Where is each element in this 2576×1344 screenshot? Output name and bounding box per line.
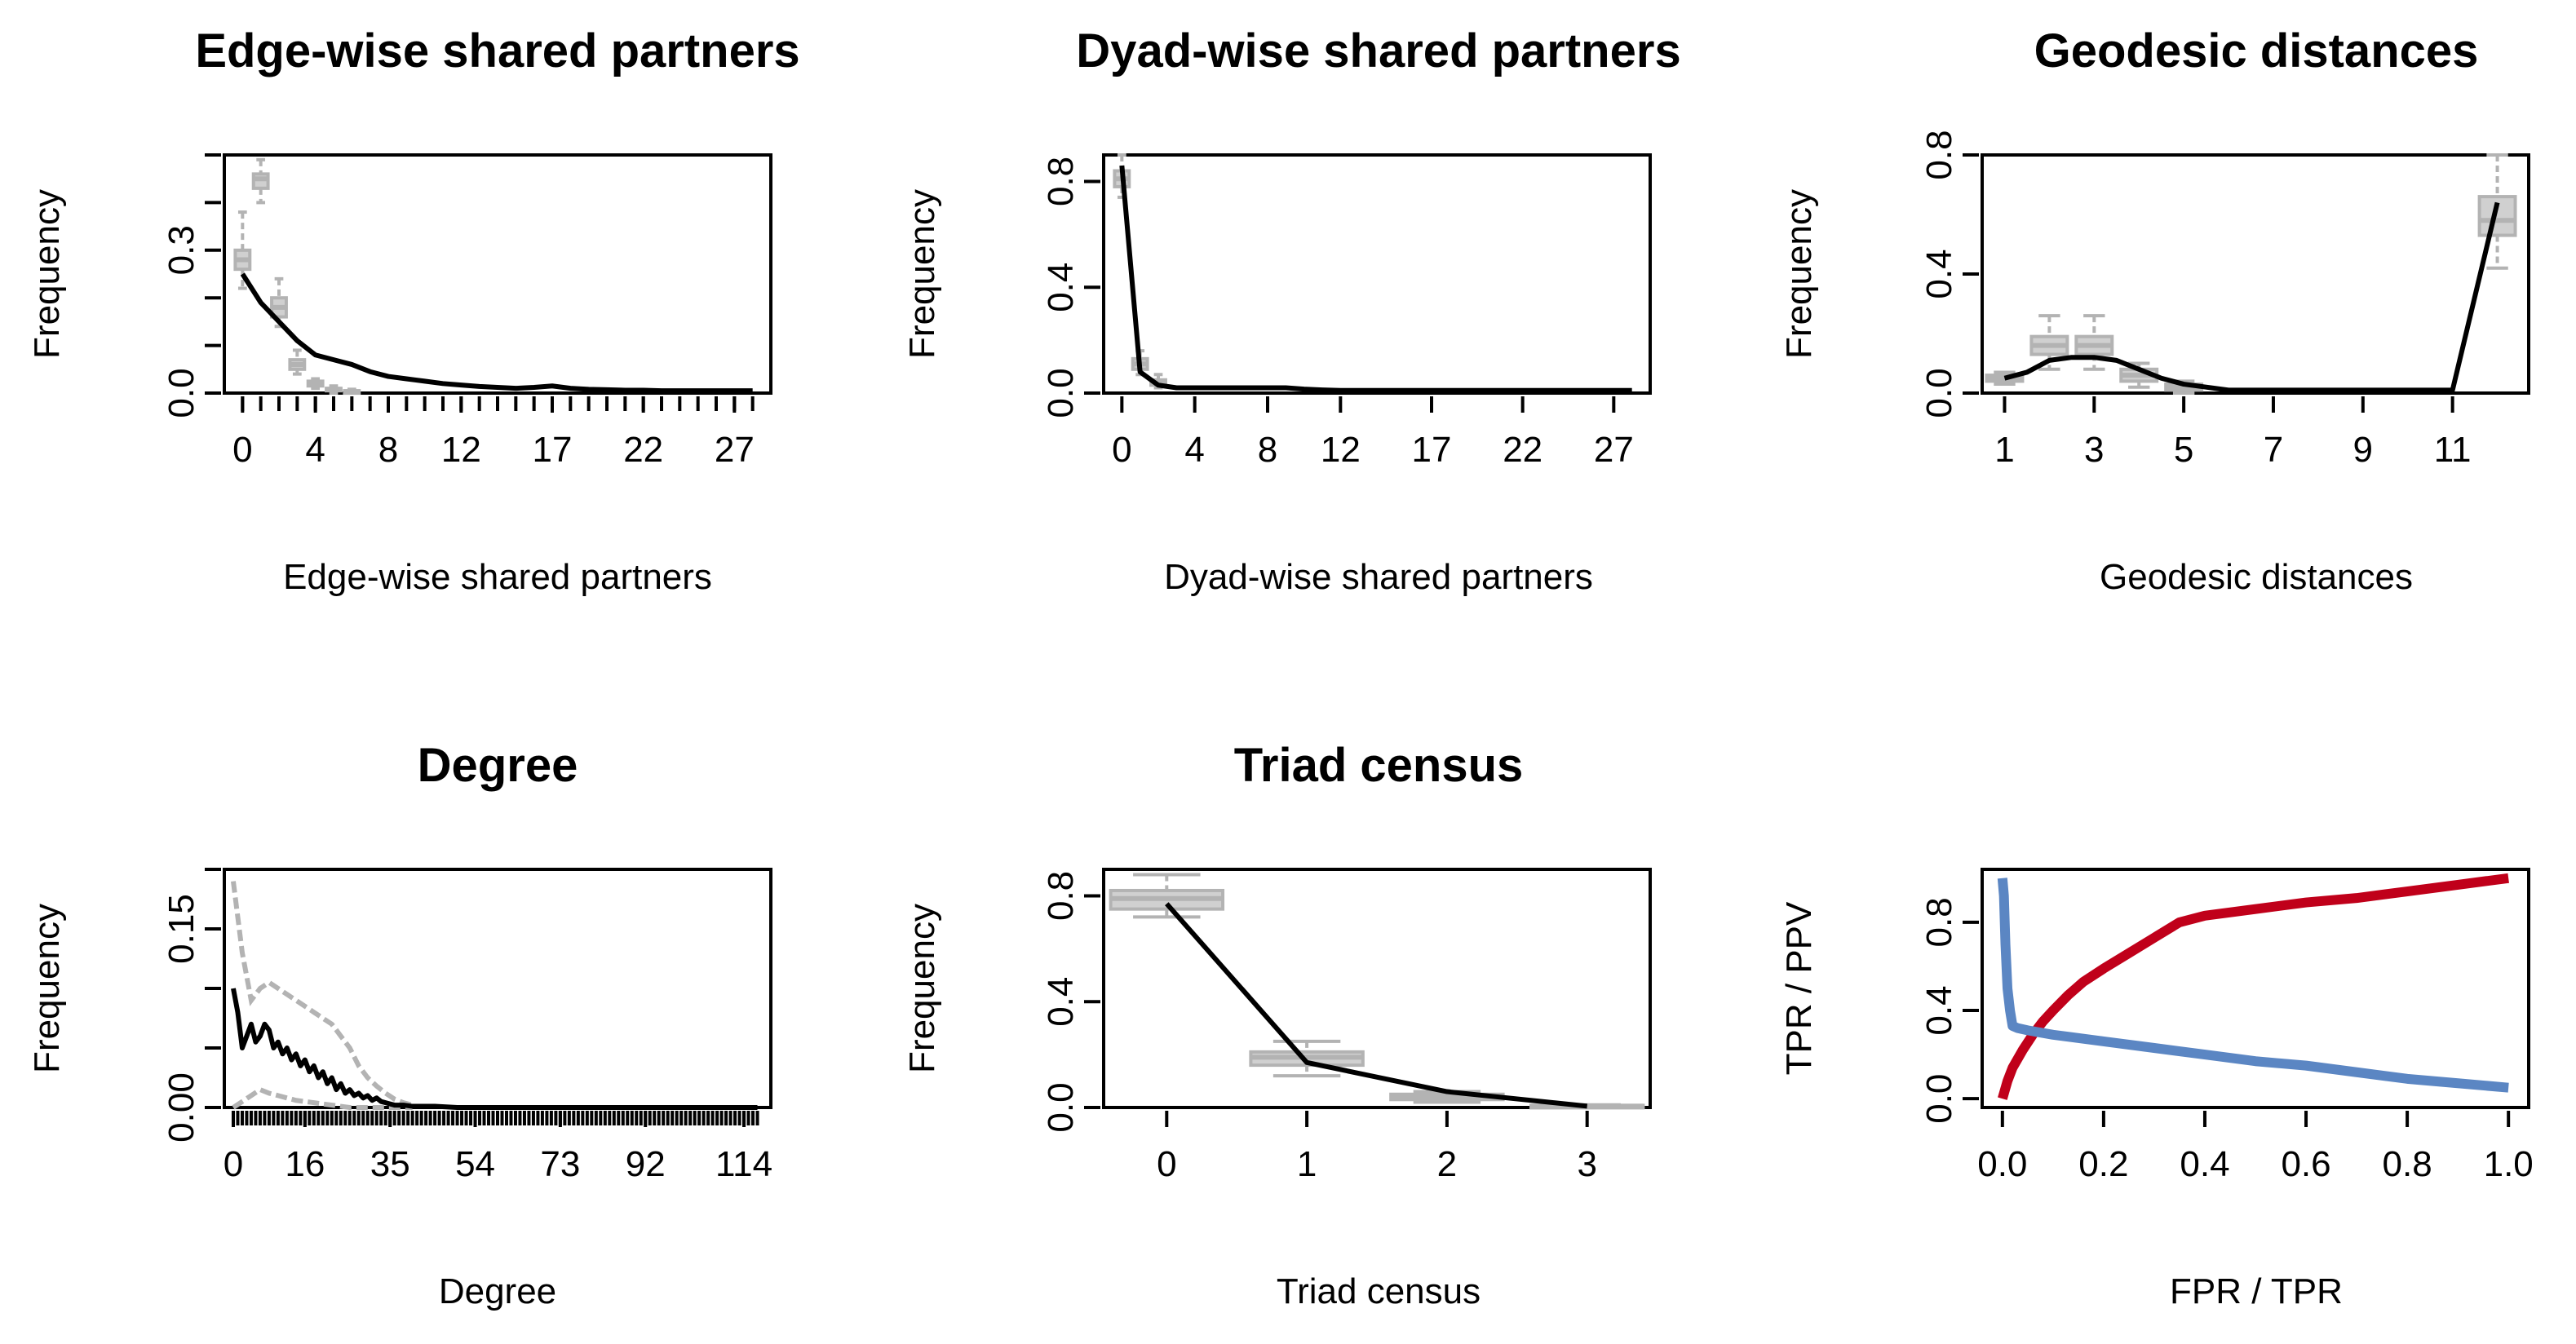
- plot-frame: [1981, 153, 2530, 395]
- panel-edge-wise-shared-partners: Edge-wise shared partners Edge-wise shar…: [27, 24, 800, 597]
- plot-frame: [1981, 868, 2530, 1109]
- x-tick-label: 1: [1297, 1144, 1317, 1184]
- y-tick-label: 0.00: [162, 1072, 201, 1143]
- plot-marks: 1 3 5 7 9 11 0.0 0.4 0.8: [1919, 130, 2517, 470]
- plot-marks: 0 1 2 3 0.0 0.4 0.8: [1041, 871, 1645, 1184]
- x-tick-label: 9: [2353, 430, 2373, 470]
- x-tick-label: 12: [441, 430, 481, 470]
- x-tick-label: 12: [1321, 430, 1361, 470]
- plot-frame: [1102, 868, 1652, 1109]
- x-tick-label: 7: [2264, 430, 2283, 470]
- y-tick-label: 0.0: [1919, 368, 1959, 418]
- x-tick-label: 4: [1184, 430, 1204, 470]
- observed-line: [1165, 902, 1588, 1109]
- x-tick-label: 92: [626, 1144, 666, 1184]
- panel-degree: Degree Degree Frequency 0 16 35 54 73 92 114 0.…: [27, 739, 772, 1311]
- y-tick-label: 0.8: [1919, 130, 1959, 179]
- x-tick-label: 3: [1577, 1144, 1596, 1184]
- panel-title: Geodesic distances: [2034, 24, 2479, 77]
- y-axis-title: Frequency: [27, 904, 67, 1073]
- y-tick-label: 0.4: [1041, 977, 1081, 1027]
- x-tick-label: 0: [1112, 430, 1131, 470]
- x-tick-label: 22: [1503, 430, 1543, 470]
- panel-geodesic-distances: Geodesic distances Geodesic distances Fr…: [1779, 24, 2530, 597]
- y-tick-label: 0.4: [1919, 985, 1959, 1035]
- x-axis-title: Dyad-wise shared partners: [1164, 557, 1593, 597]
- y-tick-label: 0.8: [1919, 897, 1959, 947]
- x-tick-label: 4: [305, 430, 325, 470]
- observed-line: [2003, 201, 2500, 393]
- plot-marks: 0 4 8 12 17 22 27 0.0 0.4 0.8: [1041, 153, 1634, 470]
- y-tick-label: 0.0: [1041, 1082, 1081, 1132]
- x-axis-title: Edge-wise shared partners: [283, 557, 712, 597]
- pr-curve: [1997, 878, 2509, 1093]
- panel-dyad-wise-shared-partners: Dyad-wise shared partners Dyad-wise shar…: [902, 24, 1681, 597]
- panel-title: Edge-wise shared partners: [195, 24, 799, 77]
- x-tick-label: 17: [533, 430, 573, 470]
- x-tick-label: 27: [1594, 430, 1634, 470]
- x-tick-label: 54: [455, 1144, 495, 1184]
- x-tick-label: 0.8: [2383, 1144, 2432, 1184]
- y-tick-label: 0.4: [1919, 249, 1959, 298]
- x-axis-title: FPR / TPR: [2170, 1271, 2343, 1311]
- y-axis-title: TPR / PPV: [1779, 901, 1819, 1075]
- roc-curve: [1998, 873, 2509, 1100]
- y-tick-label: 0.15: [162, 894, 201, 964]
- x-tick-label: 0: [232, 430, 252, 470]
- plot-marks: 0 16 35 54 73 92 114 0.00 0.15: [162, 868, 772, 1184]
- x-axis-title: Triad census: [1277, 1271, 1481, 1311]
- x-tick-label: 114: [715, 1144, 772, 1184]
- plot-marks: 0.0 0.2 0.4 0.6 0.8 1.0 0.0 0.4 0.8: [1919, 873, 2534, 1184]
- plot-frame: [223, 153, 772, 395]
- x-tick-label: 27: [715, 430, 755, 470]
- panel-title: Degree: [418, 739, 578, 792]
- y-tick-label: 0.8: [1041, 871, 1081, 921]
- observed-line: [231, 988, 758, 1110]
- x-axis-title: Geodesic distances: [2100, 557, 2413, 597]
- x-tick-label: 16: [285, 1144, 325, 1184]
- x-tick-label: 0: [1157, 1144, 1176, 1184]
- y-tick-label: 0.4: [1041, 263, 1081, 312]
- y-tick-label: 0.0: [162, 368, 201, 418]
- x-tick-label: 2: [1437, 1144, 1457, 1184]
- plot-frame: [223, 868, 772, 1109]
- sim-upper-band: [231, 881, 414, 1107]
- y-tick-label: 0.0: [1919, 1074, 1959, 1124]
- y-tick-label: 0.3: [162, 225, 201, 275]
- x-tick-label: 1.0: [2484, 1144, 2534, 1184]
- panel-triad-census: Triad census Triad census Frequency 0 1 2 3…: [902, 739, 1652, 1311]
- x-tick-label: 0.0: [1977, 1144, 2027, 1184]
- x-tick-label: 11: [2434, 430, 2472, 470]
- x-tick-label: 0.6: [2281, 1144, 2330, 1184]
- y-axis-title: Frequency: [902, 189, 942, 359]
- observed-line: [1119, 165, 1632, 393]
- y-tick-label: 0.0: [1041, 368, 1081, 418]
- x-tick-label: 8: [378, 430, 398, 470]
- x-tick-label: 0.2: [2078, 1144, 2128, 1184]
- x-tick-label: 5: [2174, 430, 2193, 470]
- x-tick-label: 8: [1258, 430, 1277, 470]
- x-tick-label: 73: [540, 1144, 580, 1184]
- sim-box: [2477, 195, 2517, 237]
- y-tick-label: 0.8: [1041, 157, 1081, 206]
- x-tick-label: 35: [370, 1144, 410, 1184]
- panel-roc-pr: FPR / TPR TPR / PPV 0.0 0.2 0.4 0.6 0.8 1.00.…: [1779, 868, 2534, 1311]
- plot-marks: 0 4 8 12 17 22 27 0.0 0.3: [162, 153, 755, 470]
- x-axis-title: Degree: [439, 1271, 556, 1311]
- x-tick-label: 1: [1994, 430, 2014, 470]
- sim-lower-band: [232, 1086, 413, 1110]
- observed-line: [240, 272, 753, 394]
- y-axis-title: Frequency: [1779, 189, 1819, 359]
- x-tick-label: 3: [2084, 430, 2104, 470]
- y-axis-title: Frequency: [902, 904, 942, 1073]
- x-tick-label: 17: [1412, 430, 1452, 470]
- panel-title: Dyad-wise shared partners: [1076, 24, 1680, 77]
- plot-frame: [1102, 153, 1652, 395]
- panel-title: Triad census: [1234, 739, 1524, 792]
- x-tick-label: 0: [224, 1144, 243, 1184]
- x-tick-label: 0.4: [2180, 1144, 2229, 1184]
- x-tick-label: 22: [623, 430, 663, 470]
- y-axis-title: Frequency: [27, 189, 67, 359]
